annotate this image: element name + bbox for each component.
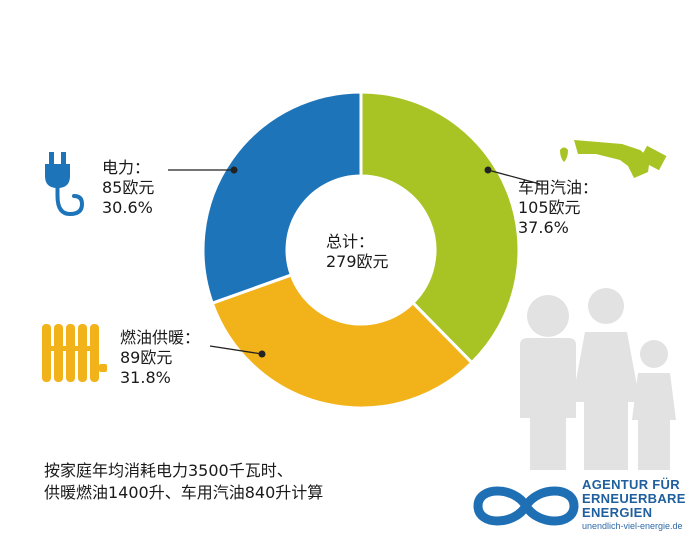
- center-total-label: 总计： 279欧元: [326, 232, 389, 272]
- logo-line-3: ENERGIEN: [582, 505, 653, 520]
- logo-url: unendlich-viel-energie.de: [582, 521, 683, 531]
- donut-ring: [201, 90, 521, 410]
- infinity-logo-icon: [473, 486, 579, 526]
- center-total-value: 279欧元: [326, 252, 389, 271]
- logo-line-2: ERNEUERBARE: [582, 491, 686, 506]
- slice-name-heating: 燃油供暖：: [120, 328, 201, 347]
- slice-name-fuel: 车用汽油：: [518, 178, 599, 197]
- donut-slice-electric: [201, 90, 363, 306]
- center-total-title: 总计：: [326, 232, 375, 251]
- slice-name-electric: 电力：: [102, 158, 151, 177]
- footnote-line-2: 供暖燃油1400升、车用汽油840升计算: [44, 483, 324, 502]
- fuel-pump-icon: [560, 140, 667, 178]
- family-silhouette-icon: [520, 288, 676, 470]
- slice-label-heating: 燃油供暖： 89欧元 31.8%: [120, 328, 200, 388]
- logo-line-1: AGENTUR FÜR: [582, 477, 680, 492]
- radiator-icon: [42, 324, 107, 382]
- footnote-line-1: 按家庭年均消耗电力3500千瓦时、: [44, 461, 293, 480]
- leader-line-electric: [168, 166, 238, 174]
- slice-label-electric: 电力： 85欧元 30.6%: [102, 158, 154, 218]
- power-plug-icon: [45, 152, 85, 217]
- slice-percent-electric: 30.6%: [102, 198, 153, 217]
- slice-label-fuel: 车用汽油： 105欧元 37.6%: [518, 178, 598, 238]
- leader-line-fuel: [484, 166, 541, 185]
- logo-text: AGENTUR FÜR ERNEUERBARE ENERGIEN unendli…: [582, 478, 686, 532]
- donut-slice-heating: [210, 273, 474, 410]
- slice-value-heating: 89欧元: [120, 348, 173, 367]
- slice-value-fuel: 105欧元: [518, 198, 581, 217]
- slice-percent-heating: 31.8%: [120, 368, 171, 387]
- leader-line-heating: [209, 345, 266, 358]
- slice-value-electric: 85欧元: [102, 178, 155, 197]
- donut-slice-fuel: [359, 90, 521, 365]
- slice-percent-fuel: 37.6%: [518, 218, 569, 237]
- footnote: 按家庭年均消耗电力3500千瓦时、 供暖燃油1400升、车用汽油840升计算: [44, 460, 323, 504]
